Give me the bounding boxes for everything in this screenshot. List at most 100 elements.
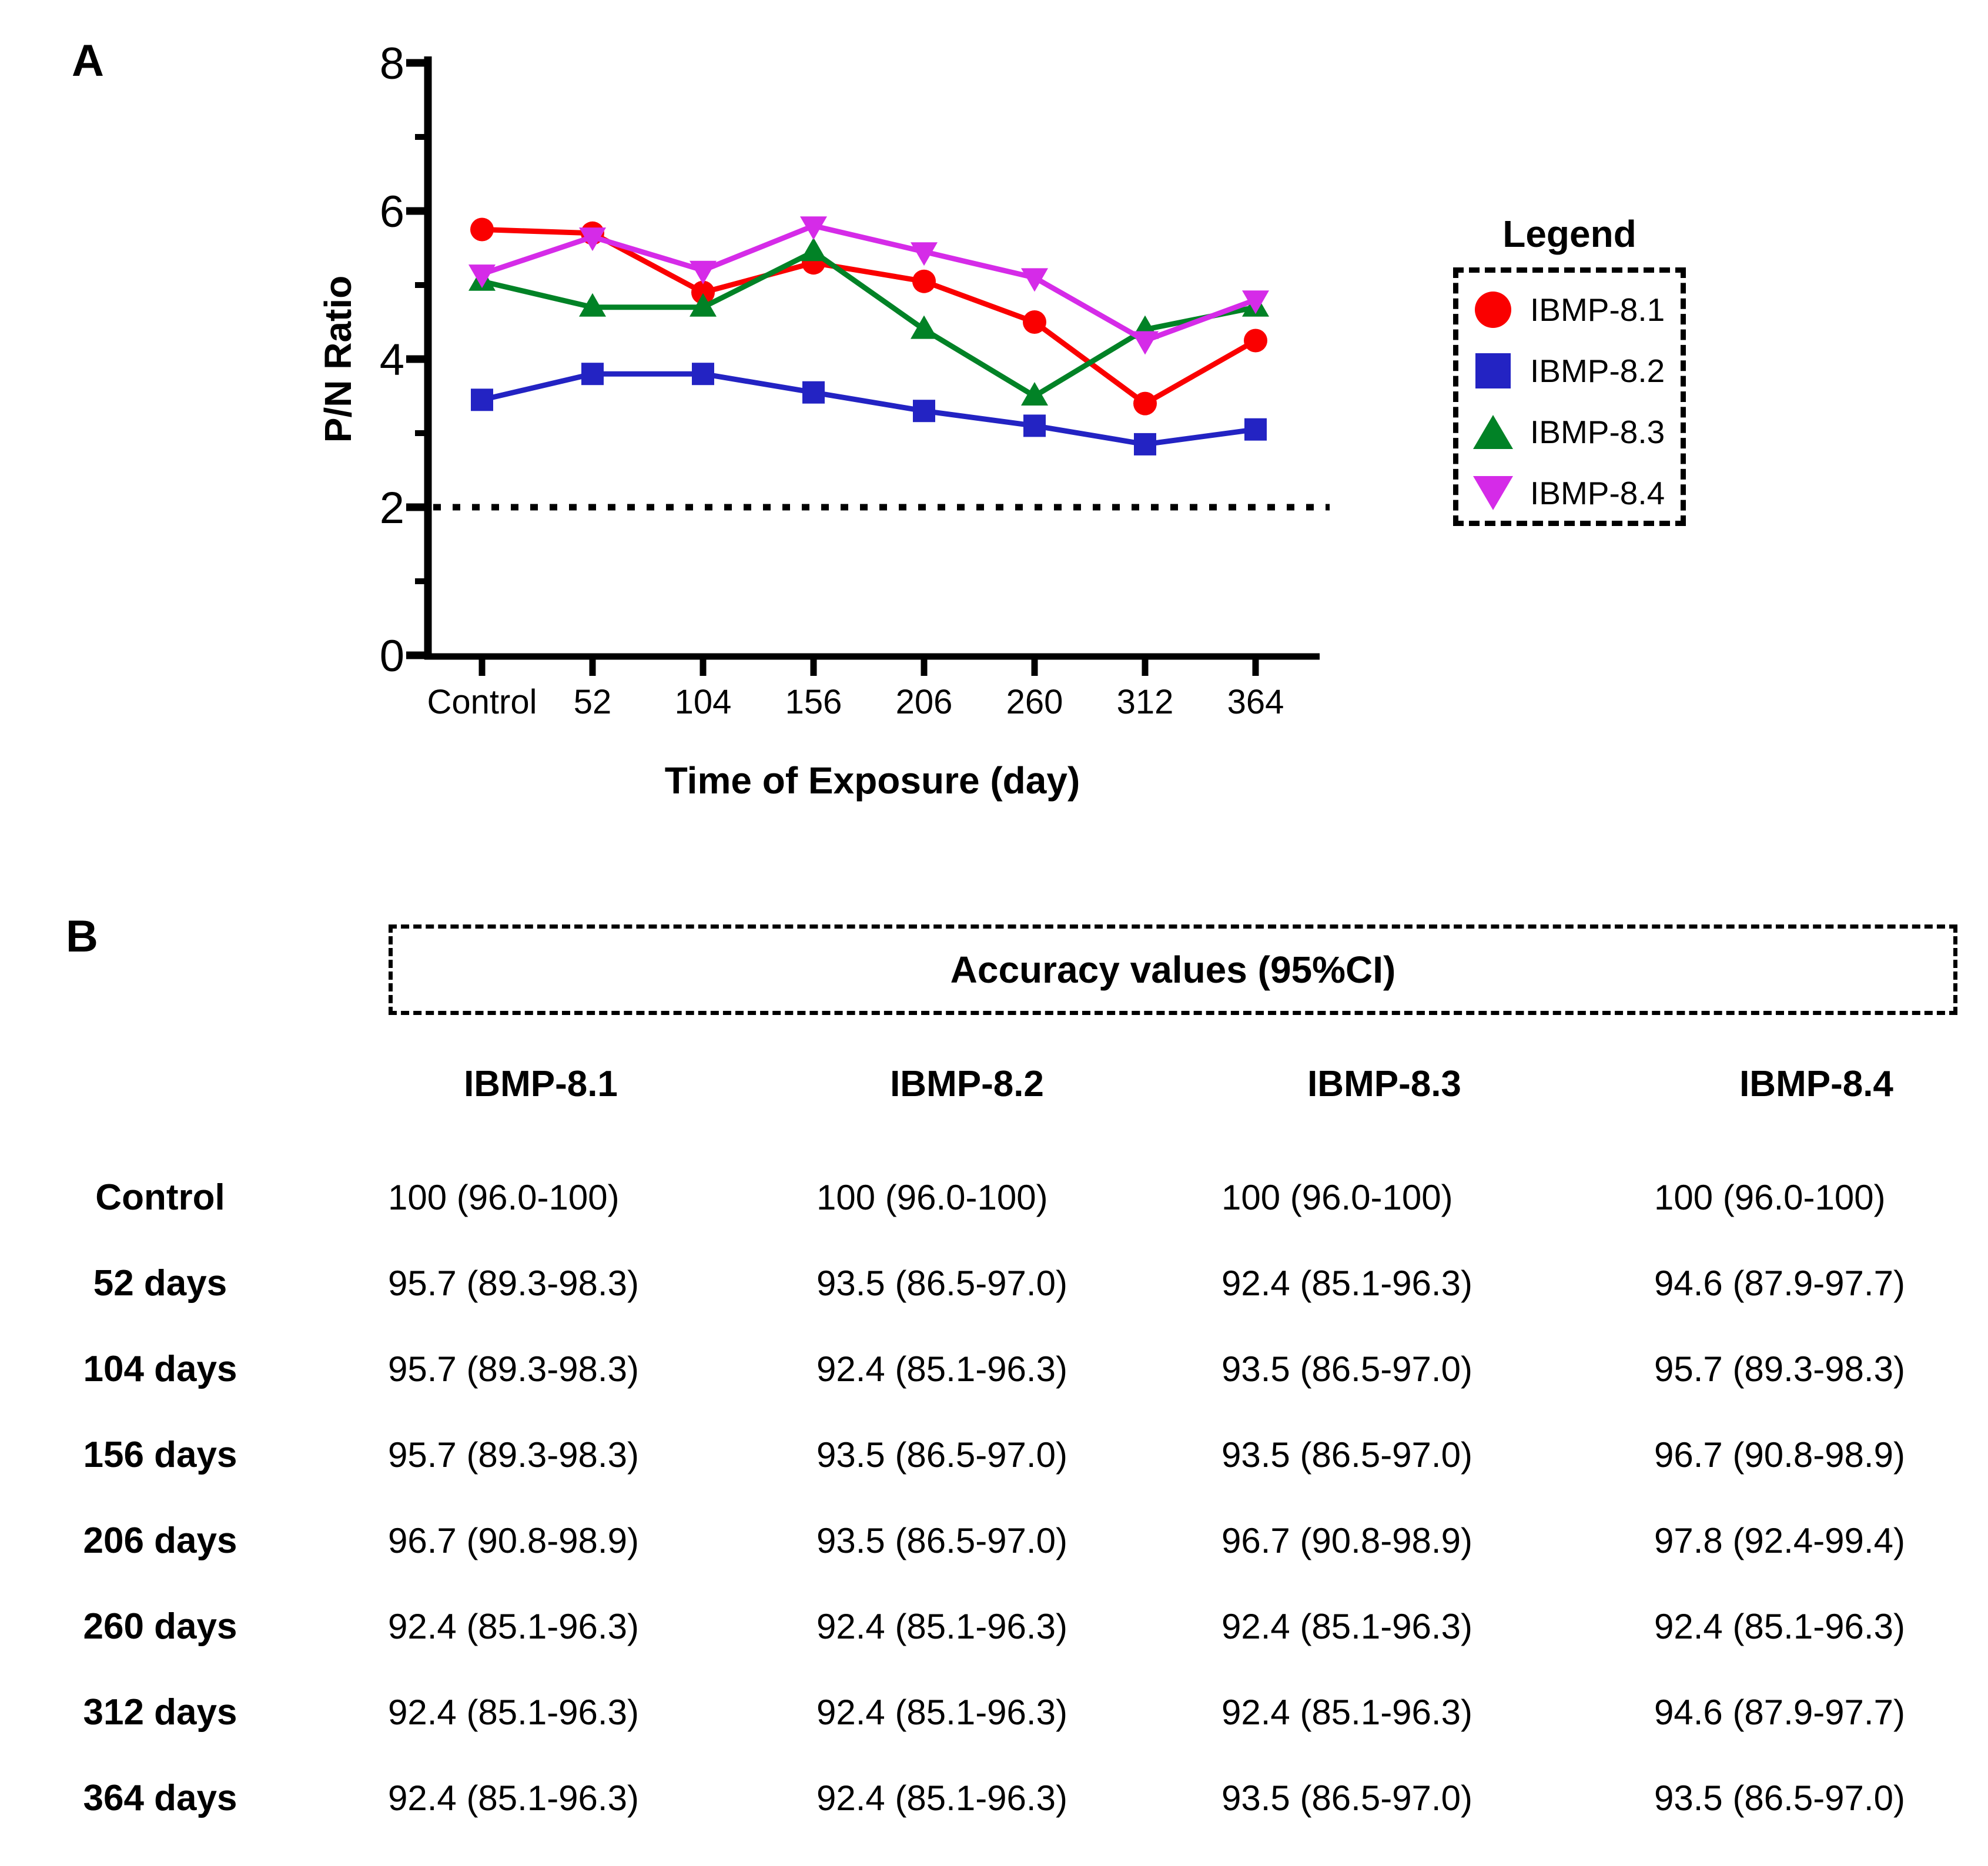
table-row-label: 260 days [83,1606,237,1647]
table-row-label: 312 days [83,1692,237,1733]
table-row-label: 52 days [93,1263,227,1304]
series-line-IBMP-8.3 [481,249,1256,400]
x-tick-label: Control [427,683,537,721]
x-tick-label: 104 [675,683,732,721]
x-tick-label: 312 [1117,683,1174,721]
table-cell: 95.7 (89.3-98.3) [388,1435,639,1475]
data-point-IBMP-8.4 [690,260,717,284]
table-cell: 95.7 (89.3-98.3) [1654,1349,1905,1389]
circle-glyph [1475,292,1511,328]
series-line-IBMP-8.4 [481,223,1257,344]
accuracy-title-box: Accuracy values (95%CI) [389,924,1957,1015]
table-cell: 94.6 (87.9-97.7) [1654,1693,1905,1732]
table-cell: 92.4 (85.1-96.3) [816,1693,1067,1732]
pn-ratio-chart: 0 2 4 6 8 Control 52 104 156 206 260 312 364 Time of … [0,0,1988,882]
data-point-IBMP-8.4 [1021,268,1048,292]
table-row: 52 days 95.7 (89.3-98.3) 93.5 (86.5-97.0) 9… [0,1262,1988,1305]
x-tick-label: 156 [785,683,842,721]
table-row: Control 100 (96.0-100) 100 (96.0-100) 100 (… [0,1177,1988,1219]
table-cell: 93.5 (86.5-97.0) [1221,1349,1472,1389]
y-tick-label: 4 [380,335,404,385]
table-column-header: IBMP-8.3 [1307,1064,1461,1104]
table-cell: 93.5 (86.5-97.0) [816,1521,1067,1560]
data-point-IBMP-8.2 [1134,433,1156,455]
y-tick-label: 8 [380,39,404,89]
table-cell: 94.6 (87.9-97.7) [1654,1264,1905,1303]
table-row-label: Control [95,1177,225,1218]
table-row-label: 364 days [83,1778,237,1818]
table-row: 156 days 95.7 (89.3-98.3) 93.5 (86.5-97.0)… [0,1434,1988,1476]
triangle-down-icon [1473,475,1513,511]
y-tick-label: 6 [380,187,404,237]
table-cell: 92.4 (85.1-96.3) [1221,1607,1472,1646]
table-cell: 92.4 (85.1-96.3) [388,1778,639,1818]
table-cell: 100 (96.0-100) [1654,1178,1886,1217]
legend-title: Legend [1502,213,1636,255]
data-point-IBMP-8.3 [579,293,606,317]
table-row-label: 104 days [83,1349,237,1389]
table-cell: 93.5 (86.5-97.0) [1221,1778,1472,1818]
table-cell: 93.5 (86.5-97.0) [816,1435,1067,1475]
panel-b-label: B [66,912,98,962]
x-tick-label: 364 [1227,683,1284,721]
table-column-header: IBMP-8.1 [464,1064,618,1104]
data-point-IBMP-8.2 [802,381,825,404]
table-cell: 100 (96.0-100) [388,1178,620,1217]
table-cell: 96.7 (90.8-98.9) [1221,1521,1472,1560]
square-glyph [1475,353,1511,388]
data-point-IBMP-8.2 [581,363,604,386]
x-tick-label: 52 [574,683,612,721]
data-point-IBMP-8.1 [470,217,494,242]
table-cell: 96.7 (90.8-98.9) [388,1521,639,1560]
table-header-row: IBMP-8.1 IBMP-8.2 IBMP-8.3 IBMP-8.4 [0,1063,1988,1105]
table-row: 104 days 95.7 (89.3-98.3) 92.4 (85.1-96.3)… [0,1348,1988,1391]
table-cell: 92.4 (85.1-96.3) [816,1349,1067,1389]
data-point-IBMP-8.2 [1244,418,1267,441]
data-point-IBMP-8.2 [913,400,935,423]
table-cell: 92.4 (85.1-96.3) [816,1607,1067,1646]
panel-a-label: A [72,36,104,86]
legend-item: IBMP-8.2 [1475,353,1681,389]
table-cell: 95.7 (89.3-98.3) [388,1264,639,1303]
data-point-IBMP-8.3 [1021,382,1048,406]
x-tick-label: 260 [1006,683,1063,721]
table-cell: 96.7 (90.8-98.9) [1654,1435,1905,1475]
table-cell: 92.4 (85.1-96.3) [388,1607,639,1646]
table-column-header: IBMP-8.2 [890,1064,1044,1104]
table-row: 312 days 92.4 (85.1-96.3) 92.4 (85.1-96.3)… [0,1691,1988,1734]
legend-items: IBMP-8.1 IBMP-8.2 IBMP-8.3 IBMP-8.4 [1458,292,1681,511]
triangle-up-glyph [1473,415,1513,449]
series-line-IBMP-8.2 [481,371,1256,447]
table-cell: 100 (96.0-100) [816,1178,1048,1217]
accuracy-table-title: Accuracy values (95%CI) [950,949,1396,991]
data-point-IBMP-8.3 [911,315,938,339]
data-point-IBMP-8.4 [1242,290,1269,314]
data-point-IBMP-8.3 [690,293,717,317]
table-cell: 92.4 (85.1-96.3) [1221,1693,1472,1732]
legend-item: IBMP-8.4 [1473,475,1681,511]
data-point-IBMP-8.1 [1023,310,1046,334]
table-cell: 93.5 (86.5-97.0) [1654,1778,1905,1818]
data-point-IBMP-8.1 [912,269,936,293]
legend-item-label: IBMP-8.1 [1530,292,1665,328]
pn-ratio-chart-svg: 0 2 4 6 8 Control 52 104 156 206 260 312 364 Time of … [317,39,1330,802]
table-cell: 92.4 (85.1-96.3) [388,1693,639,1732]
data-point-IBMP-8.3 [800,237,827,262]
legend-box: IBMP-8.1 IBMP-8.2 IBMP-8.3 IBMP-8.4 [1453,267,1686,526]
y-axis-title: P/N Ratio [317,276,359,443]
table-row: 364 days 92.4 (85.1-96.3) 92.4 (85.1-96.3)… [0,1777,1988,1820]
table-row: 206 days 96.7 (90.8-98.9) 93.5 (86.5-97.0)… [0,1520,1988,1562]
x-axis-title: Time of Exposure (day) [665,759,1080,802]
table-cell: 92.4 (85.1-96.3) [1654,1607,1905,1646]
legend-item: IBMP-8.1 [1475,292,1681,328]
table-cell: 92.4 (85.1-96.3) [1221,1264,1472,1303]
table-row-label: 206 days [83,1520,237,1561]
triangle-down-glyph [1473,476,1513,510]
table-cell: 95.7 (89.3-98.3) [388,1349,639,1389]
triangle-up-icon [1473,414,1513,450]
legend-item: IBMP-8.3 [1473,414,1681,450]
table-cell: 92.4 (85.1-96.3) [816,1778,1067,1818]
data-point-IBMP-8.4 [468,264,496,289]
